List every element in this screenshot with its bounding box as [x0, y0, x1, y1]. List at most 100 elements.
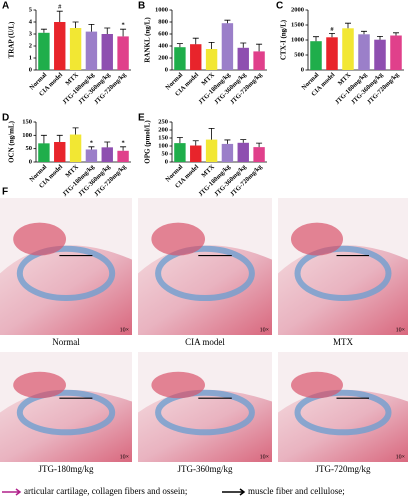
error-bar: [72, 127, 79, 135]
y-tick-label: 150: [158, 134, 168, 141]
error-bar: [88, 146, 95, 150]
bar: [253, 147, 265, 162]
bar: [69, 28, 82, 70]
y-tick-label: 200: [158, 126, 168, 133]
magnification: 10×: [120, 454, 129, 460]
y-axis-title: OPG (pmol/L): [144, 120, 152, 164]
error-bar: [192, 140, 199, 146]
bar: [358, 34, 370, 70]
y-tick-label: 0: [165, 66, 168, 73]
error-bar: [88, 24, 95, 32]
bar: [190, 145, 202, 162]
error-bar: [361, 30, 367, 35]
bone-red: [151, 371, 205, 399]
error-bar: [192, 37, 199, 45]
error-bar: [240, 139, 247, 143]
histology-image: [138, 352, 272, 462]
error-bar: [120, 146, 127, 151]
error-bar: [224, 19, 231, 24]
bone-red: [13, 222, 67, 256]
bar: [205, 139, 218, 162]
y-tick-label: 5: [29, 6, 33, 13]
y-tick-label: 1000: [291, 36, 304, 43]
y-tick-label: 1000: [155, 6, 168, 13]
cartilage-blue: [16, 245, 116, 302]
cartilage-blue: [155, 389, 255, 436]
histology-image: [138, 198, 272, 335]
y-tick-label: 600: [158, 30, 168, 37]
image-caption: Normal: [52, 337, 80, 347]
histology-image: [278, 198, 408, 335]
histology-image: [278, 352, 408, 462]
significance-marker: #: [330, 26, 334, 33]
bar: [253, 51, 265, 70]
error-bar: [72, 21, 79, 28]
bar: [85, 149, 98, 162]
magnification: 10×: [396, 327, 405, 333]
y-tick-label: 0: [301, 66, 304, 73]
error-bar: [329, 33, 335, 38]
y-tick-label: 200: [158, 54, 168, 61]
magnification: 10×: [396, 454, 405, 460]
error-bar: [40, 28, 47, 33]
y-tick-label: 4: [29, 18, 33, 25]
bone-red: [291, 222, 343, 256]
bone-red: [13, 371, 67, 399]
y-axis-title: OCN (ng/mL): [8, 120, 16, 162]
bar: [101, 34, 113, 70]
tissue-red: [138, 390, 272, 462]
y-axis-title: CTX-I (ng/L): [280, 19, 288, 60]
bar: [390, 35, 402, 70]
bar: [310, 41, 322, 70]
bar: [38, 32, 50, 70]
tissue-red: [278, 245, 408, 335]
error-bar: [40, 134, 47, 144]
panel-label: E: [138, 113, 145, 124]
error-bar: [120, 28, 127, 37]
bar: [174, 143, 186, 162]
significance-marker: *: [121, 22, 124, 29]
bar: [374, 39, 386, 70]
y-tick-label: 100: [158, 142, 168, 149]
magnification: 10×: [260, 454, 269, 460]
bar: [85, 31, 98, 71]
y-tick-label: 0: [29, 158, 32, 165]
error-bar: [256, 43, 263, 52]
y-axis-title: RANKL (ng/L): [144, 17, 152, 63]
y-tick-label: 100: [22, 132, 32, 139]
error-bar: [313, 36, 319, 42]
y-tick-label: 1: [29, 54, 32, 61]
bar: [101, 147, 113, 162]
cartilage-blue: [16, 389, 116, 436]
panel-label: C: [276, 1, 283, 12]
bone-red: [291, 371, 343, 399]
y-tick-label: 800: [158, 18, 168, 25]
error-bar: [345, 22, 351, 29]
bone-red: [151, 222, 205, 256]
error-bar: [256, 142, 263, 148]
bar: [342, 28, 354, 70]
panel-label: D: [2, 113, 9, 124]
significance-marker: #: [58, 4, 62, 11]
legend-arrow-black: [222, 488, 246, 496]
y-tick-label: 3: [29, 30, 33, 37]
bar: [221, 23, 234, 70]
significance-marker: *: [90, 139, 93, 146]
y-tick-label: 0: [29, 66, 32, 73]
error-bar: [377, 36, 383, 40]
error-bar: [176, 43, 183, 48]
panel-label: A: [2, 1, 9, 12]
error-bar: [176, 137, 183, 144]
error-bar: [56, 134, 63, 142]
bar: [205, 49, 218, 70]
y-tick-label: 50: [162, 150, 169, 157]
cartilage-blue: [155, 245, 255, 302]
tissue-red: [0, 390, 132, 462]
bar: [237, 142, 249, 162]
bar: [326, 37, 338, 70]
magnification: 10×: [260, 327, 269, 333]
y-tick-label: 0: [165, 158, 168, 165]
cartilage-blue: [294, 245, 392, 302]
error-bar: [104, 141, 111, 148]
